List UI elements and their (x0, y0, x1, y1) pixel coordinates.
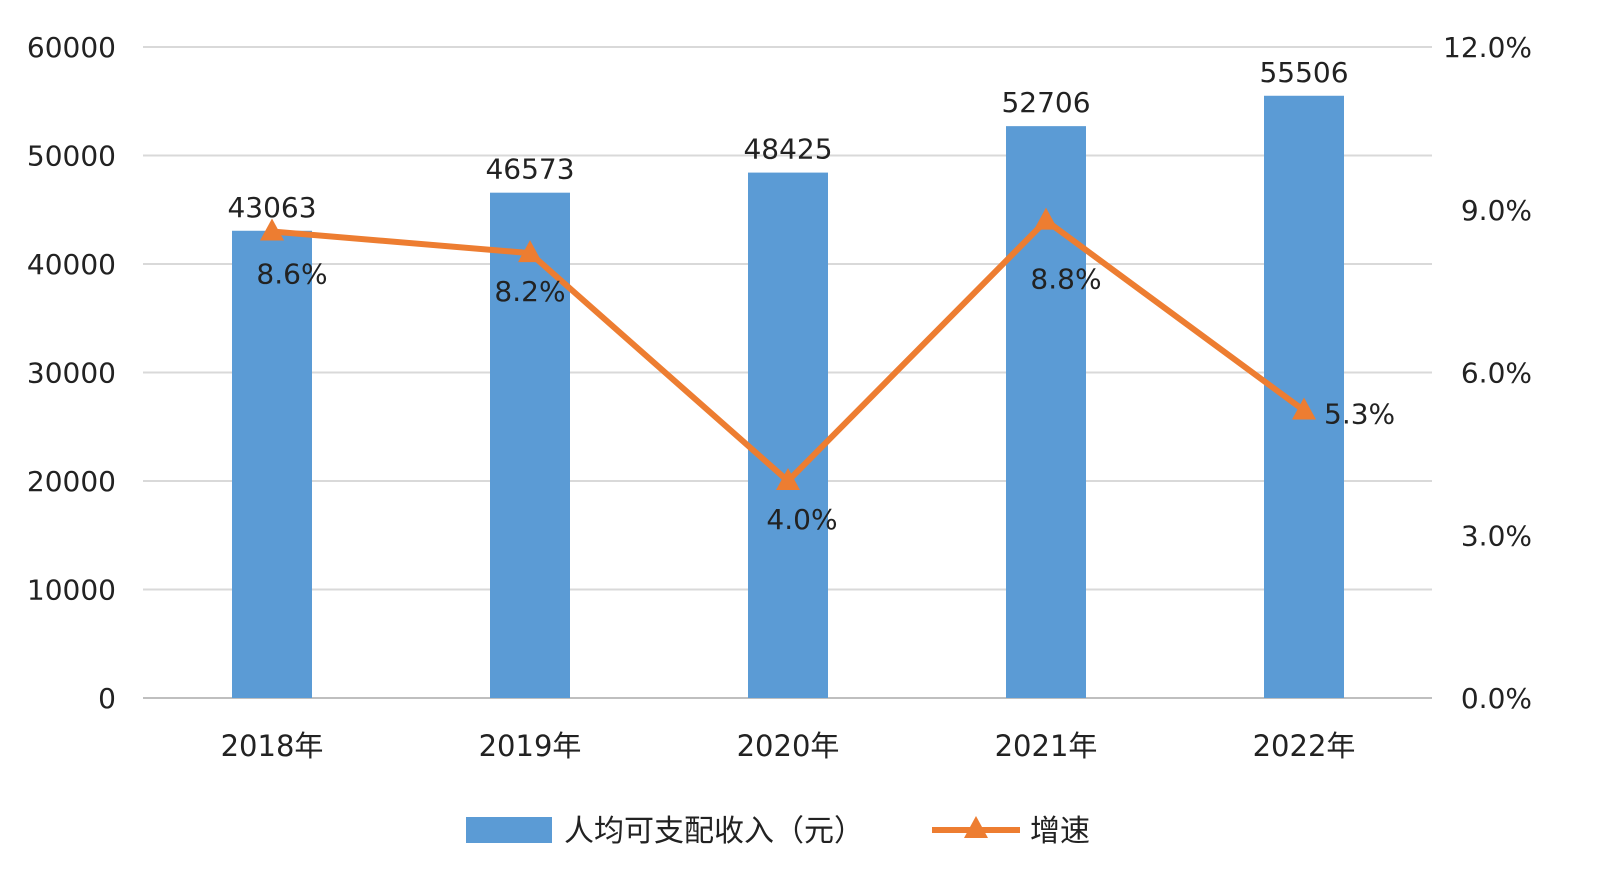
bar-value-label: 48425 (743, 133, 832, 166)
line-value-label: 4.0% (766, 503, 837, 536)
right-tick-label: 3.0% (1461, 519, 1532, 552)
bar-series (232, 95, 1344, 699)
bar-value-label: 55506 (1259, 56, 1348, 89)
bar-value-label: 52706 (1001, 86, 1090, 119)
bar (490, 192, 570, 698)
left-tick-label: 20000 (27, 465, 116, 498)
legend-bar-label: 人均可支配收入（元） (564, 814, 864, 849)
line-marker-triangle (518, 240, 542, 263)
right-tick-label: 6.0% (1461, 357, 1532, 390)
left-tick-label: 10000 (27, 574, 116, 607)
legend-line-marker (964, 816, 988, 838)
legend-line-label: 增速 (1030, 814, 1090, 849)
line-series (260, 207, 1316, 490)
right-axis: 0.0% 3.0% 6.0% 9.0% 12.0% (1443, 31, 1532, 715)
bar-value-label: 46573 (485, 153, 574, 186)
bar-value-label: 43063 (227, 191, 316, 224)
left-tick-label: 0 (98, 682, 116, 715)
line-marker-triangle (260, 218, 284, 241)
left-tick-label: 50000 (27, 140, 116, 173)
line-value-label: 8.6% (256, 257, 327, 290)
bar (232, 230, 312, 698)
x-tick-label: 2020年 (737, 729, 840, 763)
line-value-label: 5.3% (1324, 397, 1395, 430)
left-tick-label: 60000 (27, 31, 116, 64)
x-axis: 2018年 2019年 2020年 2021年 2022年 (221, 729, 1356, 763)
line-marker-triangle (776, 468, 800, 490)
bar (1264, 95, 1344, 699)
bar (748, 172, 828, 698)
left-tick-label: 40000 (27, 248, 116, 281)
x-tick-label: 2018年 (221, 729, 324, 763)
x-tick-label: 2021年 (995, 729, 1098, 763)
line-value-label: 8.2% (494, 275, 565, 308)
line-value-label: 8.8% (1030, 263, 1101, 296)
legend: 人均可支配收入（元） 增速 (466, 814, 1090, 849)
x-tick-label: 2022年 (1253, 729, 1356, 763)
right-tick-label: 9.0% (1461, 194, 1532, 227)
legend-bar-swatch (466, 817, 552, 843)
x-tick-label: 2019年 (479, 729, 582, 763)
bar-value-labels: 43063 46573 48425 52706 55506 (227, 56, 1348, 224)
line-marker-triangle (1034, 207, 1058, 230)
right-tick-label: 12.0% (1443, 31, 1532, 64)
line-value-labels: 8.6% 8.2% 4.0% 8.8% 5.3% (256, 257, 1395, 536)
left-tick-label: 30000 (27, 357, 116, 390)
right-tick-label: 0.0% (1461, 682, 1532, 715)
left-axis: 0 10000 20000 30000 40000 50000 60000 (27, 31, 116, 715)
line-marker-triangle (1292, 397, 1316, 420)
